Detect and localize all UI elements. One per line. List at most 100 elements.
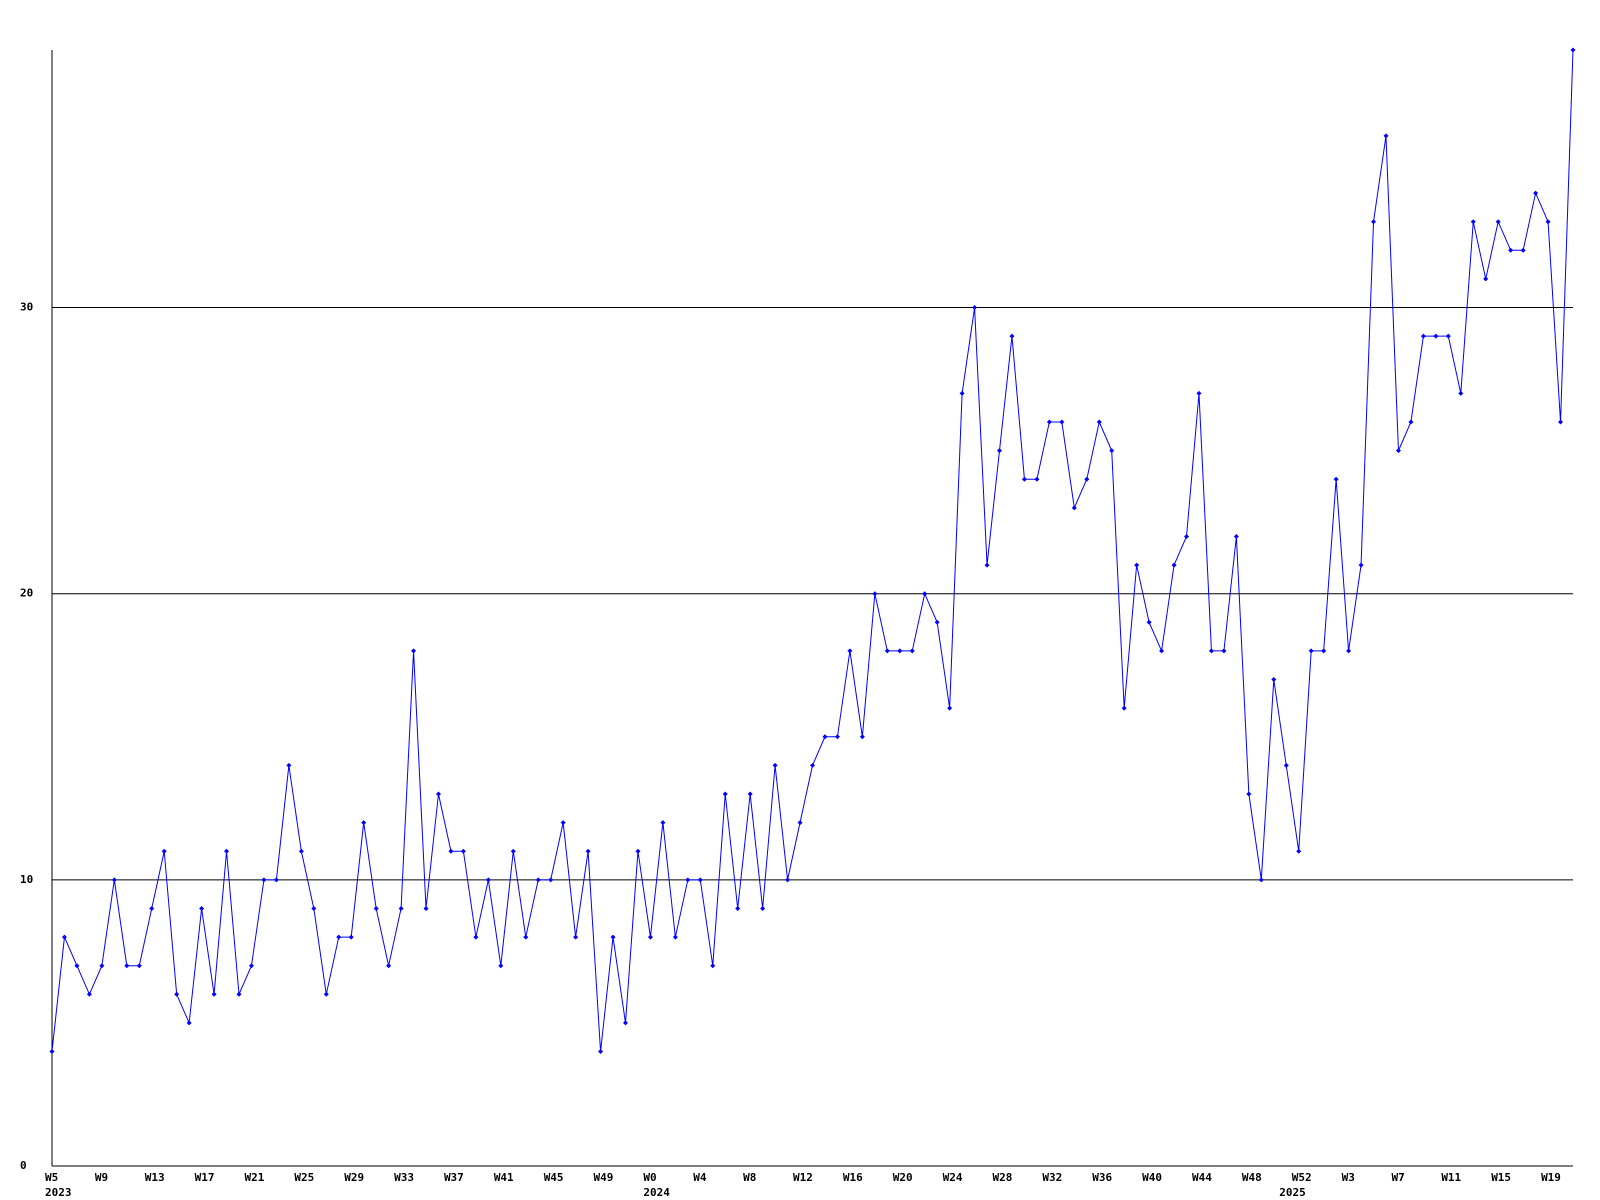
point-marker [1146, 619, 1152, 625]
x-tick-label: W8 [743, 1171, 756, 1184]
point-marker [1034, 476, 1040, 482]
point-marker [1346, 648, 1352, 654]
point-marker [1458, 390, 1464, 396]
point-marker [1296, 848, 1302, 854]
point-marker [74, 963, 80, 969]
point-marker [660, 820, 666, 826]
x-tick-label: W49 [594, 1171, 614, 1184]
x-tick-label: W20 [893, 1171, 913, 1184]
point-marker [149, 905, 155, 911]
point-marker [361, 820, 367, 826]
point-marker [972, 305, 978, 311]
point-marker [1071, 505, 1077, 511]
point-marker [585, 848, 591, 854]
point-marker [772, 762, 778, 768]
point-marker [997, 448, 1003, 454]
point-marker [161, 848, 167, 854]
point-marker [386, 963, 392, 969]
point-marker [560, 820, 566, 826]
point-marker [523, 934, 529, 940]
point-marker [348, 934, 354, 940]
x-tick-label: W25 [294, 1171, 314, 1184]
point-marker [598, 1049, 604, 1055]
point-marker [535, 877, 541, 883]
point-marker [111, 877, 117, 883]
point-marker [1271, 677, 1277, 683]
point-marker [672, 934, 678, 940]
point-marker [922, 591, 928, 597]
point-marker [897, 648, 903, 654]
point-marker [984, 562, 990, 568]
x-tick-label: W16 [843, 1171, 863, 1184]
point-marker [49, 1049, 55, 1055]
x-tick-label: W3 [1342, 1171, 1355, 1184]
y-tick-label: 0 [20, 1159, 27, 1172]
point-marker [1570, 47, 1576, 53]
point-marker [810, 762, 815, 768]
point-marker [859, 734, 865, 740]
point-marker [1121, 705, 1127, 711]
point-marker [1196, 390, 1202, 396]
point-marker [211, 991, 217, 997]
x-tick-label: W24 [943, 1171, 963, 1184]
x-tick-label: W5 [45, 1171, 58, 1184]
point-marker [834, 734, 840, 740]
point-marker [1246, 791, 1252, 797]
point-marker [498, 963, 504, 969]
point-marker [248, 963, 254, 969]
point-marker [411, 648, 417, 654]
point-marker [1520, 247, 1526, 253]
point-marker [1159, 648, 1165, 654]
x-tick-label: W52 [1292, 1171, 1312, 1184]
point-marker [510, 848, 516, 854]
point-marker [1558, 419, 1564, 425]
point-marker [1009, 333, 1015, 339]
x-tick-label: W13 [145, 1171, 165, 1184]
point-marker [760, 905, 766, 911]
point-marker [1283, 762, 1289, 768]
x-tick-label: W29 [344, 1171, 364, 1184]
point-marker [735, 905, 741, 911]
x-tick-label: W41 [494, 1171, 514, 1184]
point-marker [1109, 448, 1115, 454]
point-marker [1545, 219, 1551, 225]
x-tick-label: W28 [993, 1171, 1013, 1184]
point-marker [959, 390, 965, 396]
point-marker [573, 934, 579, 940]
point-marker [1408, 419, 1414, 425]
point-marker [286, 762, 292, 768]
point-marker [1495, 219, 1501, 225]
point-marker [99, 963, 105, 969]
point-marker [622, 1020, 628, 1026]
point-marker [1371, 219, 1377, 225]
point-marker [236, 991, 242, 997]
point-marker [1533, 190, 1539, 196]
point-marker [398, 905, 404, 911]
point-marker [1233, 533, 1239, 539]
point-marker [186, 1020, 192, 1026]
point-marker [199, 905, 205, 911]
x-tick-label: W40 [1142, 1171, 1162, 1184]
point-marker [872, 591, 878, 597]
point-marker [273, 877, 279, 883]
x-tick-label: W4 [693, 1171, 707, 1184]
point-marker [1134, 562, 1140, 568]
point-marker [1208, 648, 1214, 654]
point-marker [1445, 333, 1451, 339]
point-marker [697, 877, 703, 883]
x-tick-label: W19 [1541, 1171, 1561, 1184]
point-marker [647, 934, 653, 940]
point-marker [785, 877, 791, 883]
x-tick-label: W7 [1391, 1171, 1404, 1184]
year-label: 2025 [1279, 1186, 1306, 1199]
point-marker [460, 848, 466, 854]
x-tick-label: W32 [1042, 1171, 1062, 1184]
x-tick-label: W12 [793, 1171, 813, 1184]
point-marker [548, 877, 554, 883]
point-marker [1383, 133, 1389, 139]
point-marker [847, 648, 853, 654]
point-marker [1470, 219, 1476, 225]
x-tick-label: W44 [1192, 1171, 1212, 1184]
